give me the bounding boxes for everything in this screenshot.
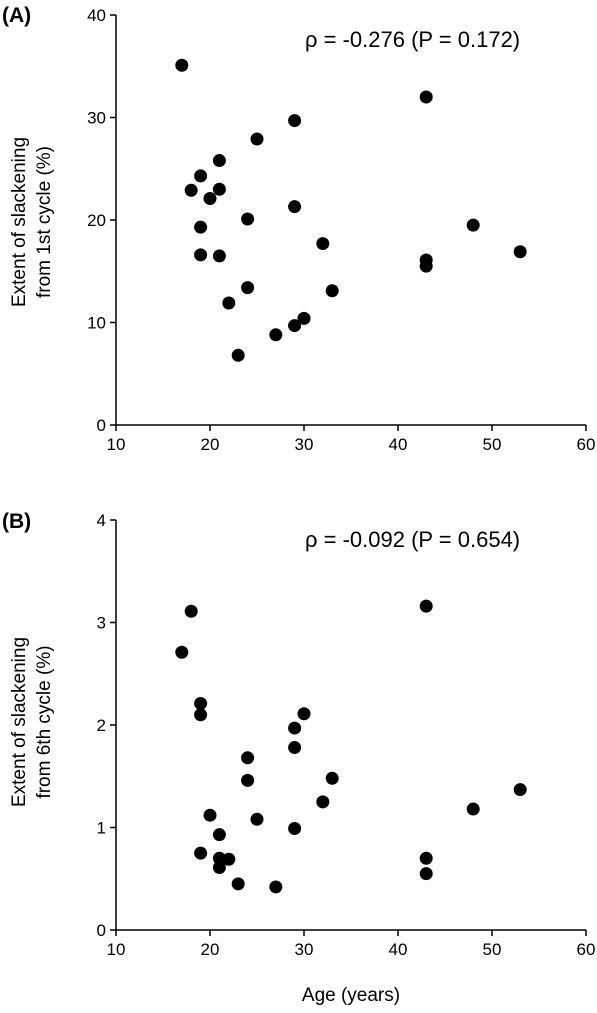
panel-b-data-point [419, 599, 433, 613]
panel-b-data-point [241, 751, 255, 765]
panel-a-data-point [288, 200, 302, 214]
panel-a-y-tick-label: 0 [97, 416, 106, 435]
panel-b-data-point [194, 708, 208, 722]
panel-a-data-point [269, 328, 283, 342]
panel-a-data-point [241, 212, 255, 226]
panel-b-y-tick-label: 2 [97, 716, 106, 735]
panel-a-x-tick-label: 20 [201, 435, 220, 454]
panel-b-x-tick-label: 50 [483, 940, 502, 959]
panel-b-x-tick-label: 40 [389, 940, 408, 959]
panel-b-points [175, 599, 527, 894]
panel-b-y-tick-label: 3 [97, 614, 106, 633]
panel-a-x-tick-label: 60 [577, 435, 596, 454]
panel-b-data-point [297, 707, 311, 721]
panel-b-data-point [212, 860, 226, 874]
panel-a-data-point [288, 319, 302, 333]
panel-b-data-point [316, 795, 330, 809]
panel-a-y-tick-label: 20 [87, 211, 106, 230]
panel-b-data-point [513, 783, 527, 797]
panel-b-y-tick-label: 0 [97, 921, 106, 940]
panel-a-data-point [212, 182, 226, 196]
panel-b-ticks: 10 20 30 40 50 60 0 1 2 3 4 [97, 511, 596, 959]
panel-a-data-point [288, 114, 302, 128]
panel-a-label: (A) [2, 4, 31, 27]
panel-b-data-point [288, 721, 302, 735]
panel-a-data-point [212, 249, 226, 263]
panel-b-data-point [288, 741, 302, 755]
panel-b-data-point [241, 773, 255, 787]
panel-b-data-point [419, 851, 433, 865]
panel-a-data-point [175, 58, 189, 72]
panel-b-data-point [325, 771, 339, 785]
panel-b: (B) ρ = -0.092 (P = 0.654) Extent of sla… [2, 510, 595, 1006]
panel-a-data-point [241, 281, 255, 295]
panel-b-data-point [222, 852, 236, 866]
panel-b-y-axis-title-line2: from 6th cycle (%) [34, 645, 55, 798]
panel-a-y-axis-title-line2: from 1st cycle (%) [34, 146, 55, 298]
panel-a-data-point [513, 245, 527, 259]
panel-b-y-axis-title-line1: Extent of slackening [9, 637, 30, 807]
panel-b-data-point [419, 867, 433, 881]
panel-b-correlation-annotation: ρ = -0.092 (P = 0.654) [305, 527, 520, 552]
panel-a-data-point [184, 183, 198, 197]
panel-a-x-tick-label: 10 [107, 435, 126, 454]
panel-a-correlation-annotation: ρ = -0.276 (P = 0.172) [305, 27, 520, 52]
panel-b-x-axis-title: Age (years) [302, 985, 400, 1006]
panel-b-data-point [184, 604, 198, 618]
panel-b-y-axis-title: Extent of slackening from 6th cycle (%) [9, 637, 55, 807]
panel-a-data-point [194, 248, 208, 262]
panel-b-data-point [212, 851, 226, 865]
panel-a-data-point [419, 90, 433, 104]
panel-a-x-tick-label: 50 [483, 435, 502, 454]
panel-a-points [175, 58, 527, 362]
panel-b-label: (B) [2, 510, 31, 533]
panel-a-data-point [325, 284, 339, 298]
panel-b-data-point [231, 877, 245, 891]
panel-b-data-point [194, 846, 208, 860]
panel-a-y-tick-label: 10 [87, 314, 106, 333]
panel-a-y-axis-title: Extent of slackening from 1st cycle (%) [9, 137, 55, 307]
panel-b-x-tick-label: 20 [201, 940, 220, 959]
panel-b-data-point [203, 808, 217, 822]
panel-a-data-point [466, 218, 480, 232]
panel-b-data-point [250, 812, 264, 826]
panel-a-data-point [194, 169, 208, 183]
panel-b-data-point [269, 880, 283, 894]
panel-b-x-tick-label: 60 [577, 940, 596, 959]
panel-a-x-tick-label: 40 [389, 435, 408, 454]
panel-b-x-tick-label: 10 [107, 940, 126, 959]
panel-b-data-point [175, 645, 189, 659]
panel-a-y-axis-title-line1: Extent of slackening [9, 137, 30, 307]
panel-b-data-point [212, 828, 226, 842]
panel-b-y-tick-label: 1 [97, 819, 106, 838]
panel-a: (A) ρ = -0.276 (P = 0.172) Extent of sla… [2, 4, 595, 454]
panel-a-data-point [194, 220, 208, 234]
panel-a-data-point [231, 348, 245, 362]
panel-b-data-point [466, 802, 480, 816]
panel-a-y-tick-label: 40 [87, 6, 106, 25]
panel-a-y-tick-label: 30 [87, 109, 106, 128]
panel-a-data-point [203, 191, 217, 205]
panel-a-data-point [222, 296, 236, 310]
panel-b-data-point [288, 822, 302, 836]
panel-b-y-tick-label: 4 [97, 511, 106, 530]
panel-a-data-point [250, 132, 264, 146]
panel-b-x-tick-label: 30 [295, 940, 314, 959]
panel-a-data-point [297, 311, 311, 325]
panel-a-data-point [212, 154, 226, 168]
panel-a-data-point [316, 237, 330, 251]
panel-b-data-point [194, 696, 208, 710]
panel-a-x-tick-label: 30 [295, 435, 314, 454]
panel-a-data-point [419, 259, 433, 273]
